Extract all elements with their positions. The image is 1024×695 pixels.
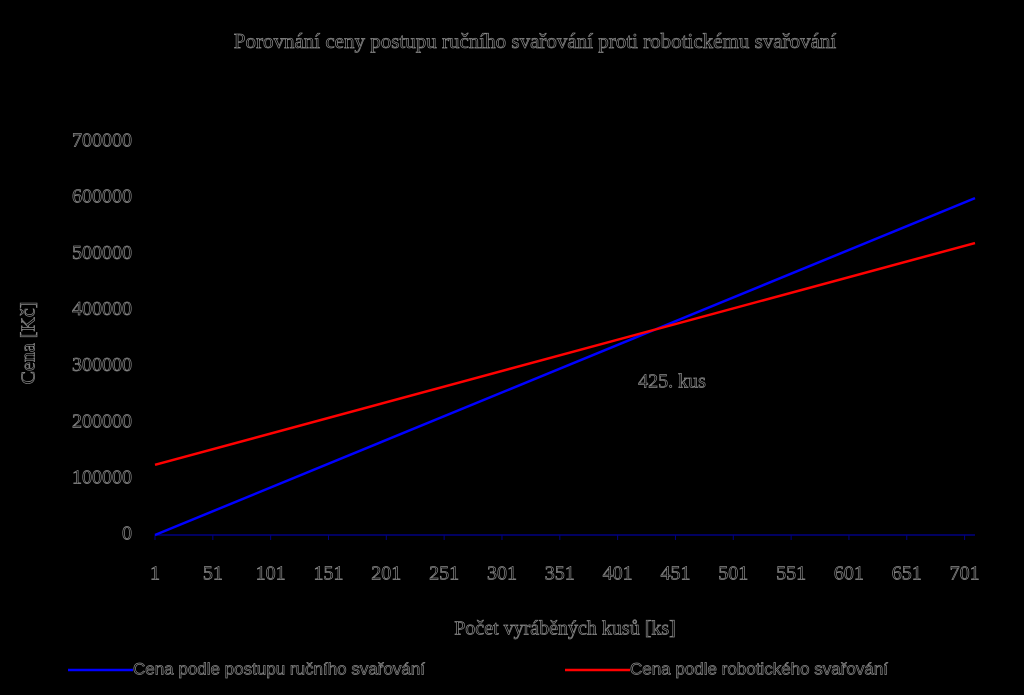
chart-title: Porovnání ceny postupu ručního svařování…	[234, 29, 837, 53]
x-tick-label: 401	[603, 563, 633, 585]
line-series	[154, 196, 976, 537]
y-tick-label: 500000	[72, 242, 132, 264]
x-tick-label: 251	[429, 563, 459, 585]
y-tick-label: 0	[122, 523, 132, 545]
x-tick-label: 101	[256, 563, 286, 585]
x-tick-label: 51	[203, 563, 223, 585]
x-tick-label: 551	[776, 563, 806, 585]
x-tick-label: 451	[660, 563, 690, 585]
x-tick-label: 501	[718, 563, 748, 585]
x-tick-label: 601	[834, 563, 864, 585]
line-series	[154, 241, 976, 467]
y-tick-label: 600000	[72, 186, 132, 208]
x-tick-label: 151	[313, 563, 343, 585]
legend-label: Cena podle postupu ručního svařování	[133, 659, 425, 678]
annotation: 425. kus	[638, 371, 706, 393]
x-tick-label: 351	[545, 563, 575, 585]
x-axis-label: Počet vyráběných kusů [ks]	[454, 618, 676, 640]
legend-label: Cena podle robotického svařování	[630, 659, 888, 678]
y-axis-label: Cena [Kč]	[18, 302, 40, 385]
y-tick-label: 100000	[72, 466, 132, 488]
x-tick-label: 201	[371, 563, 401, 585]
x-tick-label: 301	[487, 563, 517, 585]
y-tick-label: 400000	[72, 298, 132, 320]
y-tick-label: 200000	[72, 410, 132, 432]
x-tick-label: 701	[950, 563, 980, 585]
x-tick-label: 1	[150, 563, 160, 585]
y-tick-label: 300000	[72, 354, 132, 376]
x-tick-label: 651	[892, 563, 922, 585]
y-tick-label: 700000	[72, 130, 132, 152]
